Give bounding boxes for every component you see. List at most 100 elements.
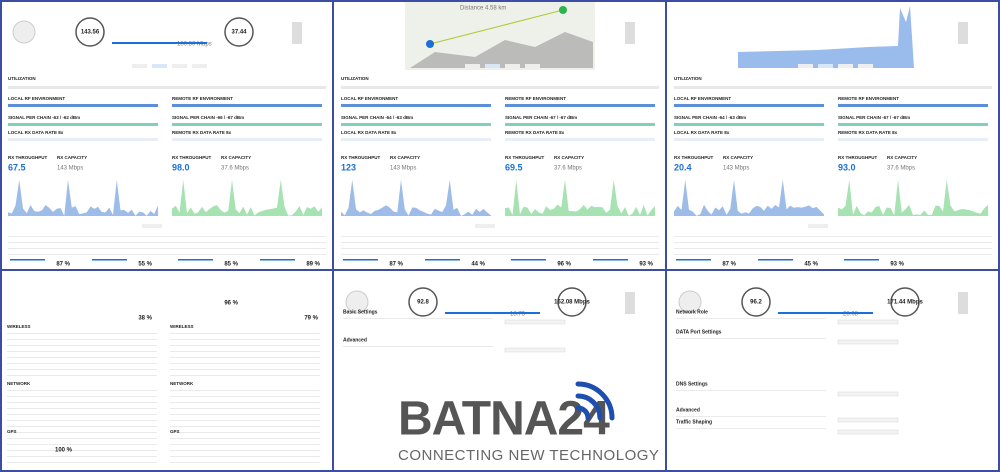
stats-row [170,345,320,346]
stats-row [170,414,320,415]
header-value: 180.80 Mbps [177,42,212,48]
pct-bar [511,259,546,261]
distance: Distance 4.58 km [460,6,506,12]
section-title: RX THROUGHPUT [674,155,714,160]
stats-row [674,248,992,249]
stats-row [170,444,320,445]
section-title: SIGNAL PER CHAIN -64 / -63 dBm [674,115,746,120]
percentage: 87 % [389,262,403,268]
stats-row [7,357,157,358]
section-title: RX CAPACITY [221,155,251,160]
throughput-value: 69.5 [505,162,523,172]
tab[interactable] [525,64,540,68]
tab[interactable] [172,64,187,68]
stats-row [7,438,157,439]
header-value: 96.2 [750,300,762,306]
util-bar [8,86,326,89]
tab[interactable] [505,64,520,68]
tab[interactable] [808,224,828,228]
stats-row [7,339,157,340]
stats-row [341,236,659,237]
tab[interactable] [192,64,207,68]
section-title: RX THROUGHPUT [505,155,545,160]
tab[interactable] [142,224,162,228]
gauge [75,17,105,47]
section-title: RX THROUGHPUT [8,155,48,160]
stats-row [7,426,157,427]
panels: 143.56 37.44 180.80 Mbps UTILIZATION LOCAL R… [7,2,992,463]
meter [674,104,824,107]
stats-row [170,390,320,391]
field-input[interactable] [837,391,899,397]
pct-bar [844,259,879,261]
tab[interactable] [475,224,495,228]
section-title: REMOTE RF ENVIRONMENT [505,96,566,101]
pct-bar [260,259,295,261]
tab[interactable] [798,64,813,68]
percentage: 87 % [56,262,70,268]
link-bar [445,312,540,314]
header-value: 143.56 [81,30,100,36]
device-image [958,292,968,314]
stats-row [170,432,320,433]
stats-row [170,375,320,376]
throughput-chart [838,179,988,216]
section-title: REMOTE RX DATA RATE 8x [505,130,565,135]
tab[interactable] [465,64,480,68]
percentage: 96 % [557,262,571,268]
section-title: WIRELESS [7,324,31,329]
stats-row [674,236,992,237]
stats-row [7,444,157,445]
settings-panel: 92.8 162.08 Mbps 18.73 Basic Settings Advanc… [343,287,635,353]
link-line [429,9,564,45]
percentage: 100 % [55,448,73,454]
stats-row [170,363,320,364]
section-title: REMOTE RF ENVIRONMENT [838,96,899,101]
section-title: RX CAPACITY [554,155,584,160]
tab[interactable] [132,64,147,68]
header-value: 92.8 [417,300,429,306]
section-title: RX CAPACITY [723,155,753,160]
tab[interactable] [818,64,833,68]
meter [505,123,655,126]
field-input[interactable] [837,319,899,325]
tab[interactable] [858,64,873,68]
tab[interactable] [838,64,853,68]
gauge [224,17,254,47]
stats-row [170,402,320,403]
stats-row [170,396,320,397]
section-title: UTILIZATION [674,76,702,81]
field-input[interactable] [837,339,899,345]
dashboard-panel: UTILIZATION LOCAL RF ENVIRONMENT REMOTE RF… [674,6,992,268]
meter [505,104,655,107]
field-row [676,338,826,339]
stats-row [170,351,320,352]
field-input[interactable] [837,417,899,423]
stats-row [170,450,320,451]
stats-row [7,375,157,376]
section-title: Basic Settings [343,309,378,315]
gauge [890,287,920,317]
field-row [343,318,493,319]
tab[interactable] [485,64,500,68]
section-title: WIRELESS [170,324,194,329]
device-icon [678,290,702,314]
field-input[interactable] [837,429,899,435]
meter [674,138,824,141]
tab[interactable] [152,64,167,68]
device-image [958,22,968,44]
section-title: LOCAL RF ENVIRONMENT [341,96,398,101]
field-input[interactable] [504,347,566,353]
meter [838,138,988,141]
field-input[interactable] [504,319,566,325]
station [559,6,567,14]
throughput-chart [505,179,655,216]
logo: BATNA24 CONNECTING NEW TECHNOLOGY [385,380,659,468]
stats-row [170,420,320,421]
stats-row [674,254,992,255]
stats-row [7,351,157,352]
percentage: 79 % [304,316,318,322]
stats-row [8,254,326,255]
field-row [343,346,493,347]
percentage: 96 % [224,301,238,307]
